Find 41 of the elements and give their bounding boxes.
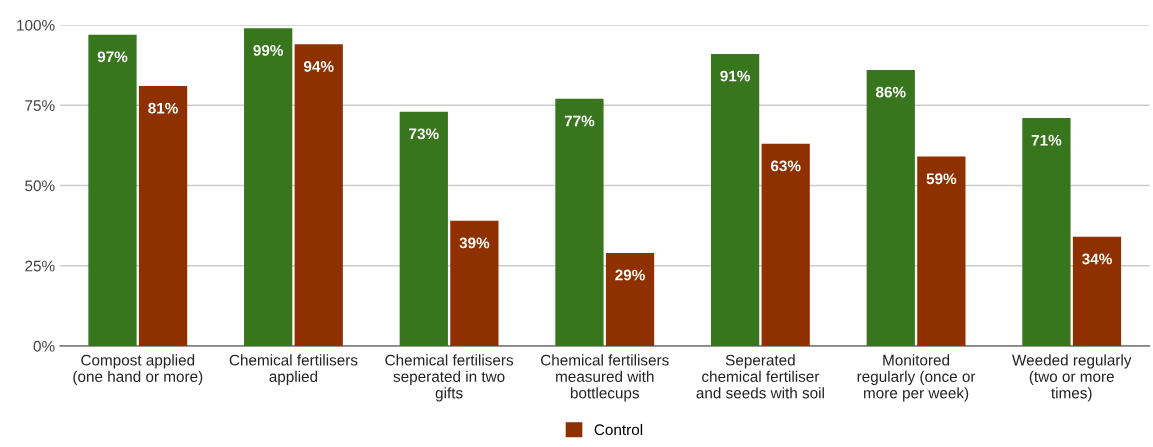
x-tick-label: Seperated chemical fertiliser and seeds with soil (696, 354, 824, 399)
bar (138, 86, 188, 346)
x-tick-label: Compost applied (one hand or more) (73, 354, 203, 385)
y-tick-label: 75% (25, 100, 55, 111)
bar (710, 53, 760, 346)
x-tick-label: Chemical fertilisers seperated in two gifts (385, 354, 514, 402)
bar (88, 34, 137, 346)
x-tick-label: Weeded regularly (two or more times) (1012, 354, 1132, 402)
data-label: 71% (1031, 134, 1062, 146)
data-label: 59% (926, 173, 957, 185)
data-label: 77% (564, 115, 595, 127)
x-tick-label: Chemical fertilisers applied (229, 354, 358, 386)
data-label: 91% (720, 70, 750, 82)
data-label: 81% (148, 102, 178, 114)
bar (450, 220, 499, 346)
y-tick-label: 25% (25, 260, 55, 272)
y-tick-label: 100% (17, 19, 55, 31)
bar (866, 69, 915, 346)
legend-label: Control (594, 423, 643, 436)
bar (244, 28, 293, 346)
y-tick-label: 50% (25, 180, 55, 192)
bar (294, 44, 343, 346)
x-tick-label: Monitored regularly (once or more per week) (857, 354, 976, 402)
bar (605, 252, 655, 346)
data-label: 97% (97, 51, 128, 63)
data-label: 73% (409, 128, 439, 140)
bar (555, 98, 604, 346)
data-label: 86% (875, 86, 906, 98)
bar (1072, 236, 1122, 346)
data-label: 29% (615, 269, 645, 281)
data-label: 34% (1082, 253, 1112, 265)
bar (761, 143, 810, 346)
x-tick-label: Chemical fertilisers measured with bottlecups (541, 354, 669, 402)
y-tick-label: 0% (33, 340, 55, 352)
data-label: 94% (303, 61, 334, 72)
bar (917, 156, 966, 346)
bar (1022, 118, 1071, 346)
data-label: 99% (253, 44, 284, 56)
data-label: 39% (459, 237, 490, 249)
bar (399, 111, 448, 346)
data-label: 63% (770, 160, 801, 172)
